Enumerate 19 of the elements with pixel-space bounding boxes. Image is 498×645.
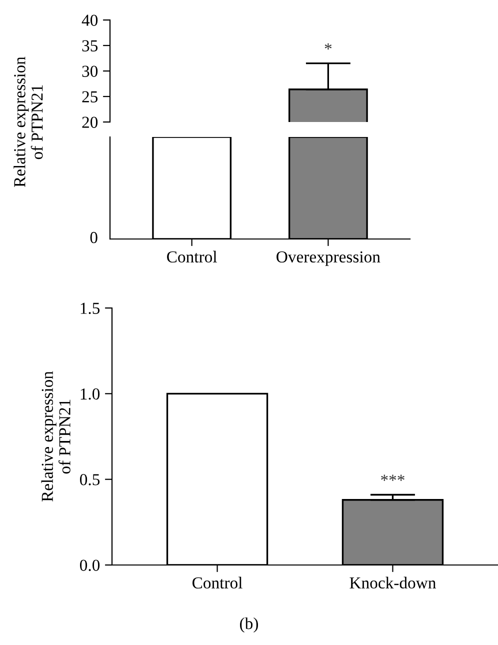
y-tick-label: 0.0 [80, 560, 100, 572]
y-tick-label: 35 [82, 40, 98, 52]
x-tick-label: Control [167, 250, 217, 263]
y-tick-label: 40 [82, 14, 98, 26]
x-tick-label: Knock-down [350, 576, 436, 589]
text: 0 [90, 232, 98, 244]
x-tick-label: Control [192, 576, 242, 589]
annotation: * [324, 43, 332, 50]
y-tick-label: 1.5 [80, 302, 100, 314]
y-tick-label: 20 [82, 116, 98, 128]
y-tick-label: 25 [82, 91, 98, 102]
text: (b) [240, 617, 258, 633]
x-tick-label: Overexpression [276, 251, 380, 266]
y-tick-label: 30 [82, 66, 98, 77]
y-axis-title: Relative expression of PTPN21 [14, 56, 43, 188]
y-tick-label: 1.0 [80, 388, 100, 400]
y-axis-title: Relative expression of PTPN21 [41, 371, 70, 502]
y-tick-label: 0.5 [80, 474, 100, 486]
annotation: *** [381, 474, 404, 481]
